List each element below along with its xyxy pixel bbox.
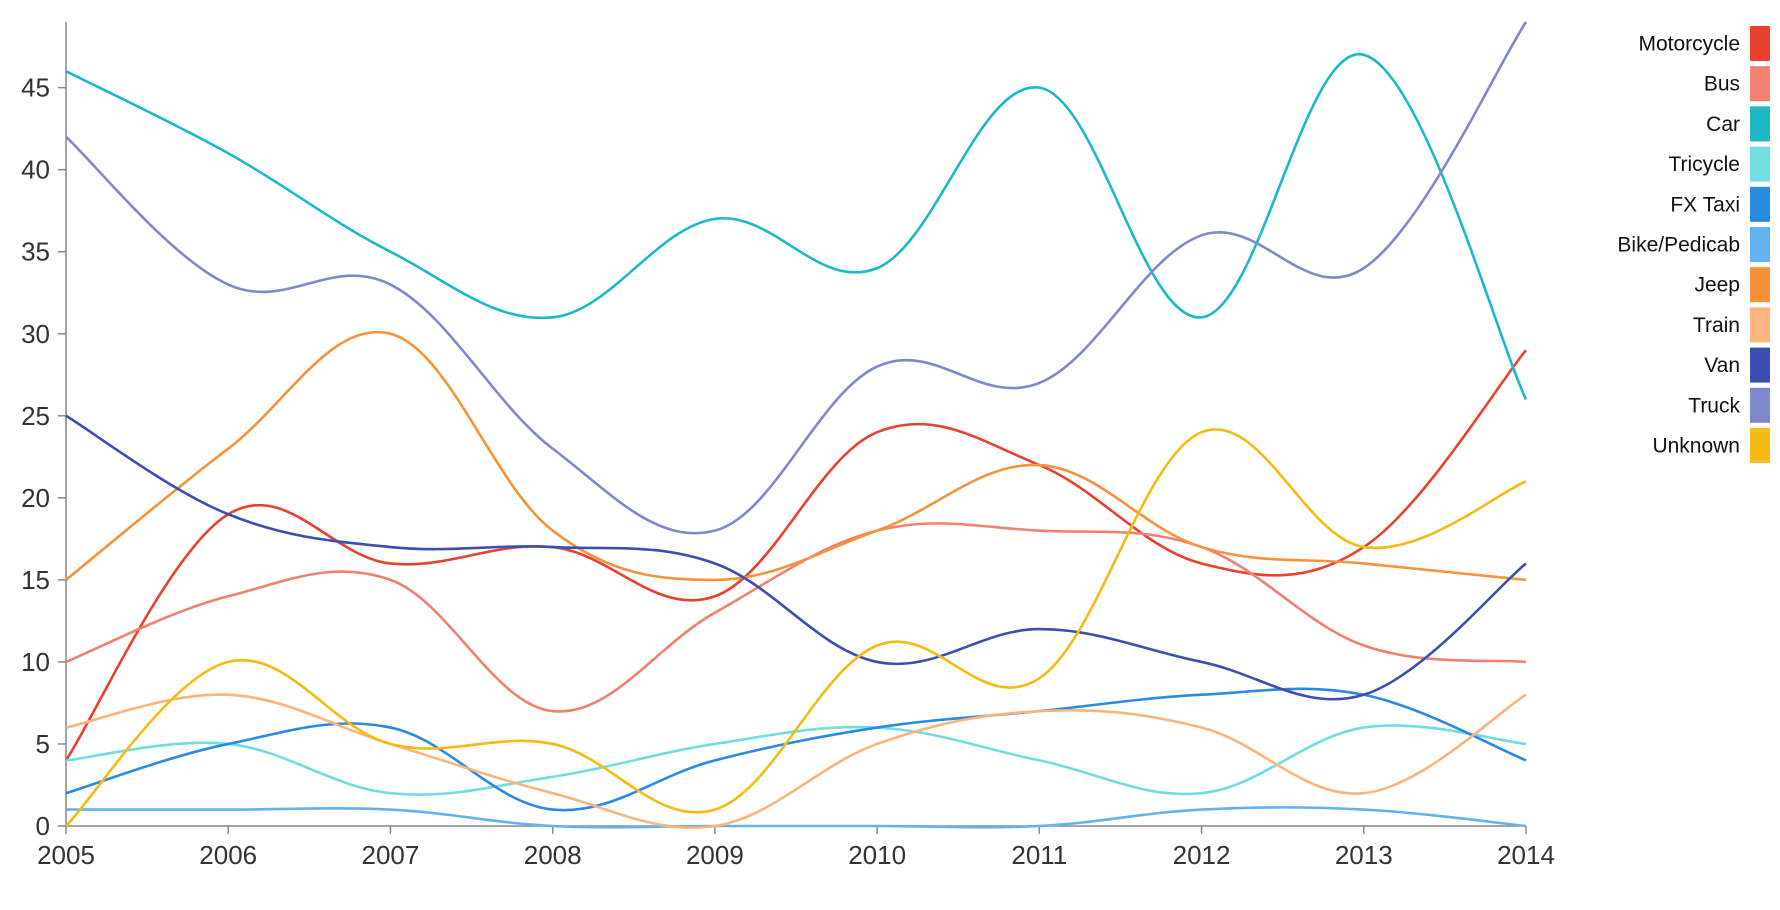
legend-swatch [1750, 66, 1770, 102]
y-tick-label: 25 [21, 401, 50, 431]
legend-item-unknown: Unknown [1652, 428, 1770, 463]
x-tick-label: 2009 [686, 840, 744, 870]
y-tick-label: 5 [36, 729, 50, 759]
y-tick-label: 30 [21, 319, 50, 349]
x-tick-label: 2008 [524, 840, 582, 870]
series-line-unknown [65, 428, 1527, 827]
x-tick-label: 2005 [37, 840, 95, 870]
legend-label: FX Taxi [1670, 193, 1740, 216]
legend-label: Motorcycle [1638, 33, 1740, 56]
series-line-train [65, 693, 1527, 830]
legend-label: Train [1693, 314, 1740, 337]
legend-swatch [1750, 186, 1770, 222]
series-line-jeep [65, 330, 1527, 582]
legend-item-motorcycle: Motorcycle [1638, 26, 1770, 61]
legend-item-tricycle: Tricycle [1668, 146, 1770, 182]
y-tick-label: 35 [21, 237, 50, 267]
x-tick-label: 2007 [362, 840, 420, 870]
legend-label: Tricycle [1668, 153, 1740, 176]
series-line-car [65, 53, 1528, 400]
legend-swatch [1750, 26, 1770, 61]
legend-swatch [1750, 347, 1770, 383]
legend-item-car: Car [1706, 106, 1770, 142]
legend-label: Bus [1704, 73, 1740, 96]
series-line-van [65, 414, 1527, 701]
y-axis: 0 5 10 15 20 25 30 35 40 45 [21, 22, 67, 841]
legend-item-train: Train [1693, 307, 1770, 343]
x-tick-label: 2014 [1497, 840, 1555, 870]
y-tick-label: 40 [21, 155, 50, 185]
y-tick-label: 15 [21, 565, 50, 595]
legend-swatch [1750, 106, 1770, 142]
x-tick-label: 2012 [1173, 840, 1231, 870]
legend-item-bus: Bus [1704, 66, 1770, 102]
legend-swatch [1750, 387, 1770, 423]
series-lines [64, 21, 1528, 830]
legend-label: Truck [1688, 394, 1740, 417]
legend-item-van: Van [1704, 347, 1770, 383]
series-line-tricycle [65, 724, 1527, 796]
series-line-motorcycle [64, 349, 1528, 762]
legend-item-fx-taxi: FX Taxi [1670, 186, 1770, 222]
legend-label: Bike/Pedicab [1617, 234, 1740, 257]
legend-item-jeep: Jeep [1694, 267, 1770, 303]
legend-label: Van [1704, 354, 1740, 377]
legend-swatch [1750, 227, 1770, 262]
legend-item-bike-pedicab: Bike/Pedicab [1617, 227, 1770, 262]
legend-label: Jeep [1694, 274, 1740, 297]
legend-label: Unknown [1652, 435, 1740, 458]
series-line-truck [65, 21, 1528, 535]
x-tick-label: 2013 [1335, 840, 1393, 870]
x-tick-label: 2006 [199, 840, 257, 870]
legend-swatch [1750, 307, 1770, 343]
legend-label: Car [1706, 113, 1740, 136]
series-line-bus [65, 522, 1527, 713]
legend-swatch [1750, 267, 1770, 303]
legend-item-truck: Truck [1688, 387, 1770, 423]
y-tick-label: 20 [21, 483, 50, 513]
y-tick-label: 0 [36, 811, 50, 841]
x-axis: 2005 2006 2007 2008 2009 2010 2011 2012 2013 2014 [37, 825, 1555, 870]
legend: Motorcycle Bus Car Tricycle FX Taxi Bike/Pedi… [1617, 26, 1770, 463]
x-tick-label: 2010 [848, 840, 906, 870]
x-tick-label: 2011 [1011, 840, 1067, 870]
y-tick-label: 45 [21, 73, 50, 103]
y-tick-label: 10 [21, 647, 50, 677]
legend-swatch [1750, 428, 1770, 463]
series-line-bike-pedicab [66, 806, 1527, 829]
legend-swatch [1750, 146, 1770, 182]
